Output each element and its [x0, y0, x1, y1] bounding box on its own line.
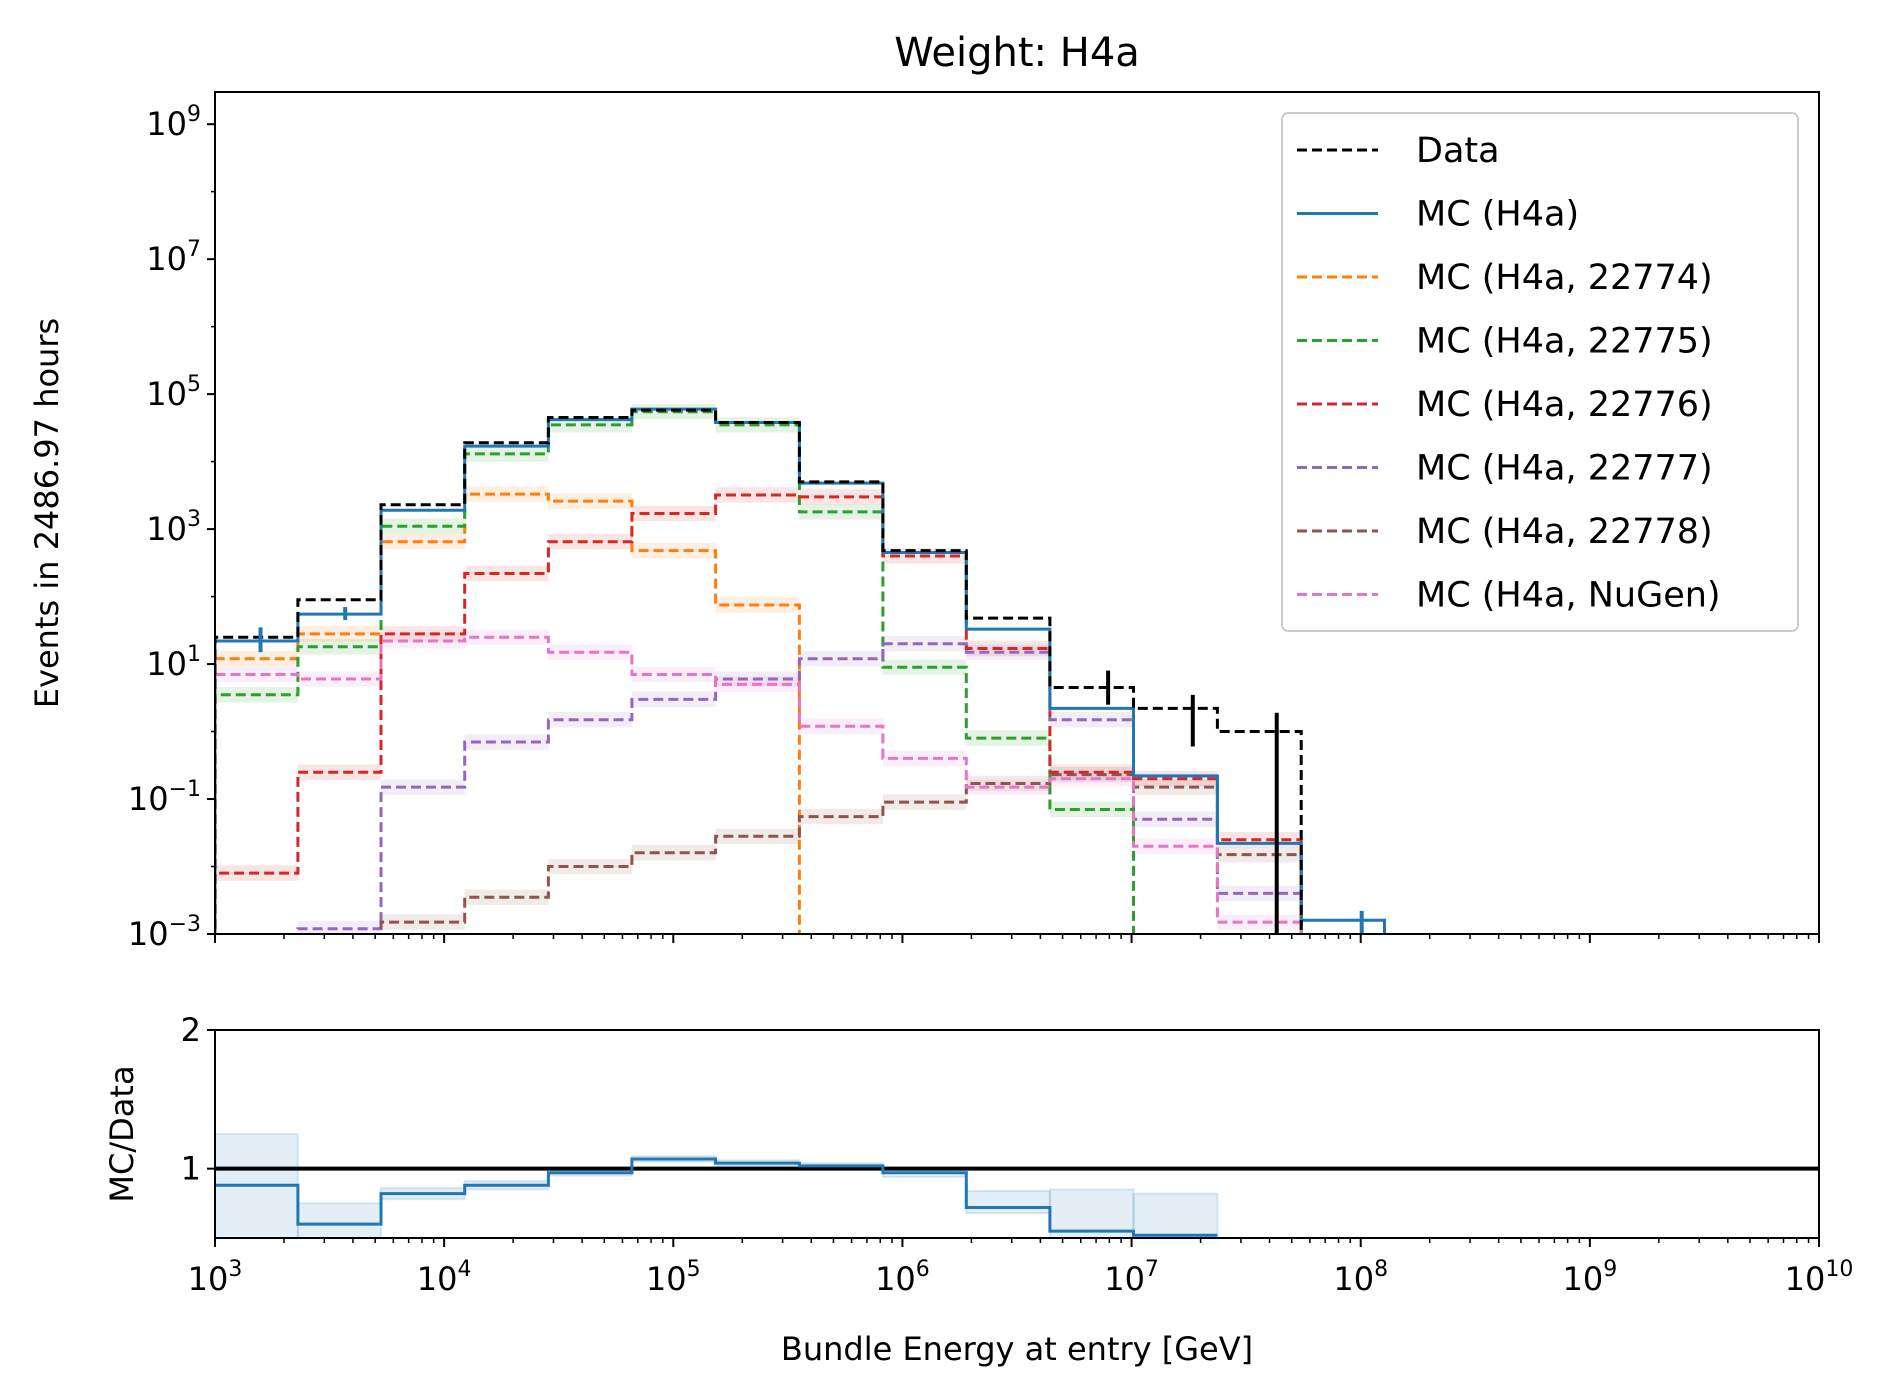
uncertainty-band	[799, 504, 883, 520]
series-line-data	[215, 408, 1303, 934]
uncertainty-band	[966, 644, 1050, 660]
uncertainty-band	[882, 636, 967, 652]
uncertainty-band	[215, 651, 298, 667]
legend-label: MC (H4a, 22774)	[1416, 258, 1713, 298]
legend-label: MC (H4a, 22776)	[1416, 385, 1713, 425]
legend-label: MC (H4a, NuGen)	[1416, 576, 1721, 616]
y-tick-label: 103	[146, 507, 201, 548]
series-line-mc-h4a-22778	[379, 773, 1303, 934]
ratio-series-line	[215, 1157, 1218, 1237]
uncertainty-band	[966, 779, 1050, 795]
uncertainty-band	[1217, 885, 1302, 902]
ratio-panel: 103 104 105 106 107 108 109 1010 1 2 MC/Data Bun…	[103, 1011, 1853, 1368]
uncertainty-band	[297, 626, 381, 642]
uncertainty-band	[297, 764, 381, 780]
ratio-uncertainty-band	[296, 1202, 382, 1238]
ratio-y-tick-label: 1	[181, 1150, 201, 1188]
ratio-y-axis-title: MC/Data	[103, 1065, 141, 1202]
uncertainty-band	[380, 534, 465, 550]
uncertainty-band	[1049, 711, 1134, 728]
uncertainty-band	[882, 659, 967, 675]
legend-label: MC (H4a, 22777)	[1416, 449, 1713, 489]
uncertainty-band	[799, 718, 883, 734]
uncertainty-band	[548, 534, 632, 550]
uncertainty-band	[882, 794, 967, 810]
uncertainty-band	[297, 920, 381, 934]
x-tick-label: 107	[1104, 1257, 1159, 1298]
x-tick-label: 106	[875, 1257, 930, 1298]
series-line-mc-h4a-nugen	[215, 635, 1303, 934]
legend-label: MC (H4a)	[1416, 195, 1579, 235]
x-tick-label: 1010	[1785, 1257, 1854, 1298]
ratio-axes-frame	[214, 1029, 1820, 1239]
x-tick-label: 103	[188, 1257, 243, 1298]
series-line-mc-h4a-22776	[215, 493, 1303, 934]
legend-label: MC (H4a, 22778)	[1416, 512, 1713, 552]
x-tick-label: 109	[1562, 1257, 1617, 1298]
x-tick-label: 104	[417, 1257, 472, 1298]
uncertainty-band	[380, 779, 465, 795]
y-tick-label: 101	[146, 642, 201, 683]
ratio-uncertainty-band	[965, 1189, 1051, 1215]
uncertainty-band	[1134, 947, 1218, 962]
x-tick-label: 108	[1333, 1257, 1388, 1298]
main-panel: 10−3 10−1 101 103 105 107 109 Events in 2486.9…	[28, 91, 1820, 962]
uncertainty-band	[1217, 914, 1302, 930]
main-axes-frame	[214, 91, 1820, 935]
y-tick-label: 10−3	[128, 912, 201, 953]
ratio-y-tick-label: 2	[181, 1011, 201, 1049]
uncertainty-band	[799, 489, 883, 505]
main-y-axis-title: Events in 2486.97 hours	[28, 318, 66, 708]
chart-title: Weight: H4a	[894, 30, 1140, 76]
y-tick-label: 109	[146, 102, 201, 143]
legend-frame	[1281, 112, 1799, 632]
uncertainty-band	[799, 947, 883, 962]
legend-label: MC (H4a, 22775)	[1416, 322, 1713, 362]
legend-label: Data	[1416, 131, 1500, 171]
y-tick-label: 107	[146, 237, 201, 278]
legend: Data MC (H4a) MC (H4a, 22774) MC (H4a, 2277…	[1281, 112, 1799, 632]
y-tick-label: 105	[146, 372, 201, 413]
x-axis-title: Bundle Energy at entry [GeV]	[781, 1330, 1253, 1368]
y-tick-label: 10−1	[128, 777, 201, 818]
uncertainty-band	[380, 518, 465, 534]
ratio-uncertainty-band	[1132, 1192, 1219, 1238]
uncertainty-band	[215, 666, 298, 683]
x-tick-label: 105	[646, 1257, 701, 1298]
